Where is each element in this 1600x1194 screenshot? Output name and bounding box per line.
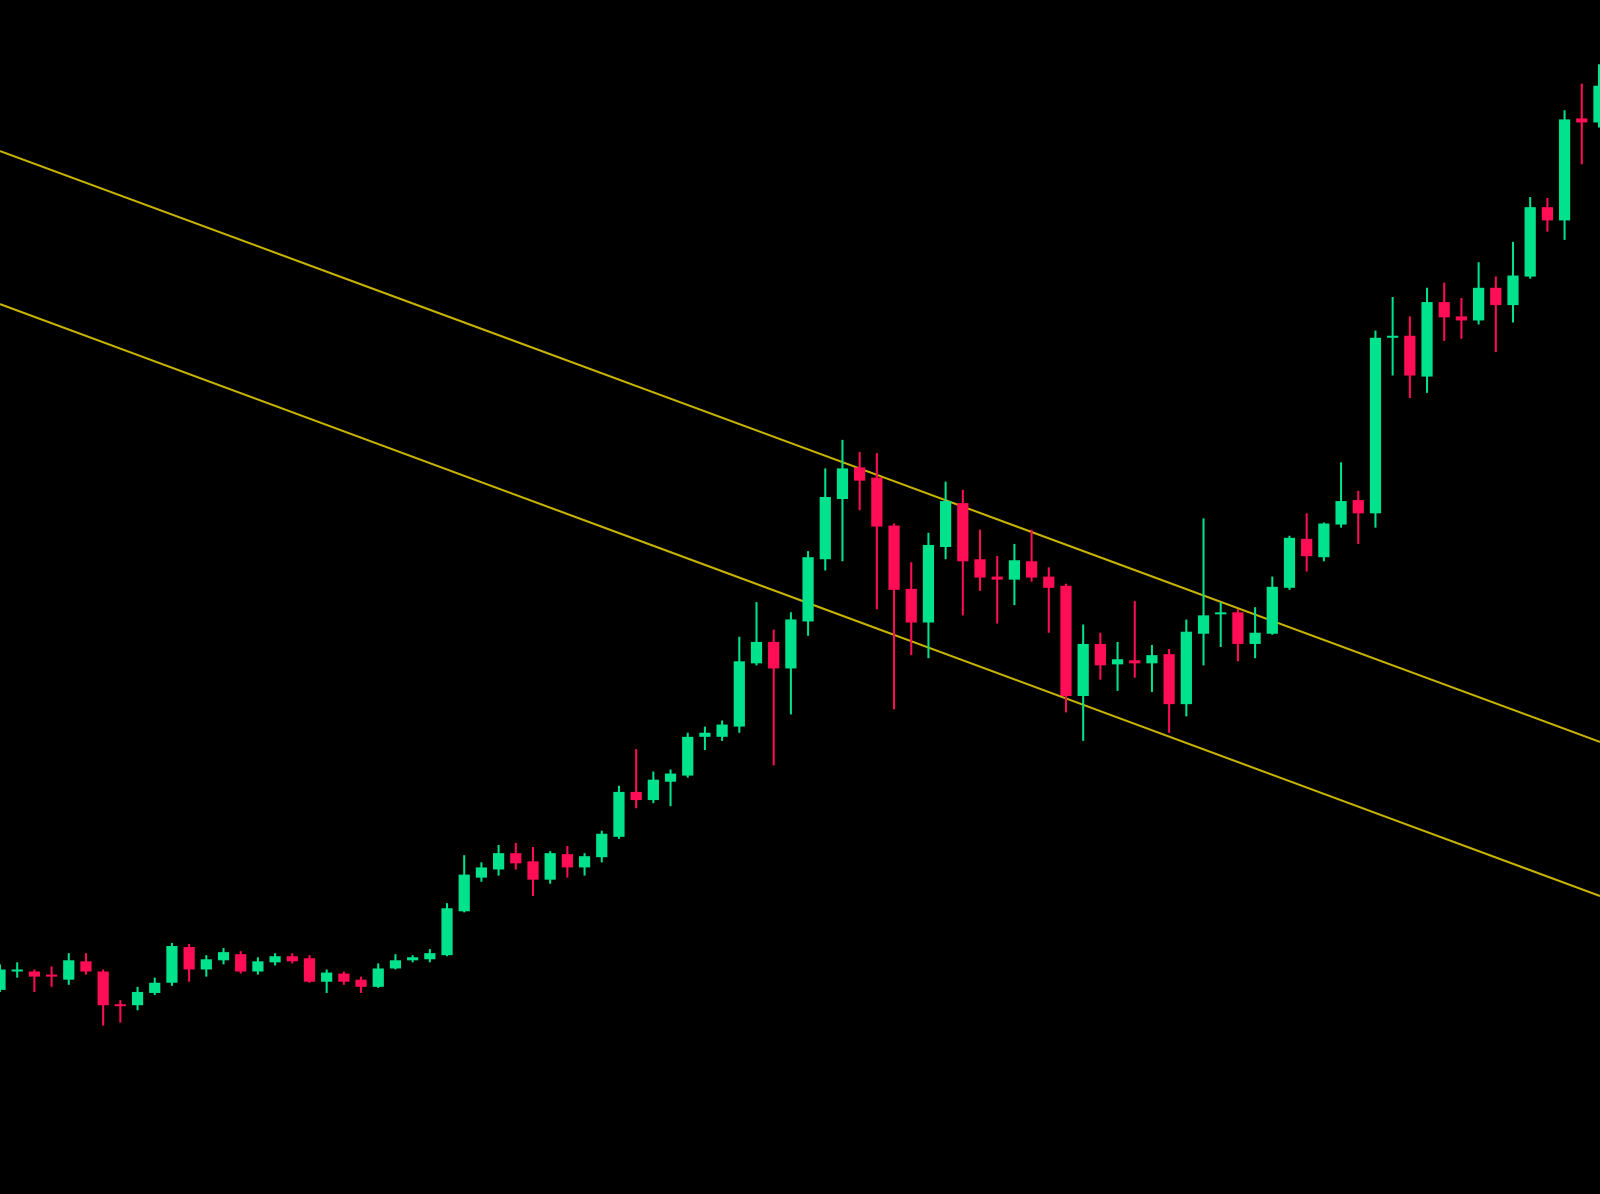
candle-body (768, 641, 780, 669)
candle-body (871, 477, 883, 527)
candle-body (252, 961, 264, 972)
candle-body (1490, 287, 1502, 306)
candle-body (1558, 119, 1571, 221)
candle-body (1369, 337, 1382, 514)
candle-body (1077, 643, 1089, 696)
candle-body (1421, 302, 1433, 377)
candle-body (1215, 612, 1227, 615)
candle-body (561, 854, 573, 868)
candle-body (630, 791, 642, 801)
candle-body (80, 961, 92, 972)
candle-body (922, 544, 935, 623)
candle-body (991, 576, 1003, 580)
candle-body (114, 1004, 126, 1007)
candle-body (905, 588, 917, 623)
candle-body (596, 833, 608, 858)
candle-body (1249, 632, 1261, 644)
candle-body (1111, 659, 1124, 665)
candle-body (699, 732, 711, 737)
candle-body (131, 991, 144, 1006)
candle-body (492, 853, 505, 870)
candle-body (664, 773, 677, 782)
candle-body (338, 973, 350, 982)
candle-body (578, 856, 591, 868)
candle-body (544, 853, 556, 880)
candle-body (1266, 586, 1278, 634)
candle-body (1576, 118, 1588, 123)
trend-line (0, 303, 1600, 897)
candle-body (682, 736, 694, 776)
candle-body (716, 724, 728, 737)
candle-body (854, 467, 866, 481)
candle-body (1473, 287, 1485, 321)
candle-body (0, 969, 6, 990)
candle-body (355, 979, 367, 987)
candle-body (1146, 655, 1158, 664)
candle-body (1060, 585, 1072, 696)
candle-body (940, 501, 952, 547)
candle-body (785, 619, 797, 669)
candle-body (200, 959, 212, 970)
candle-body (1008, 560, 1021, 580)
candle-body (424, 953, 436, 960)
candle-body (1507, 275, 1519, 306)
candle-body (183, 947, 195, 970)
candle-body (1232, 612, 1244, 644)
candle-body (149, 982, 161, 993)
trend-line (0, 150, 1600, 743)
candle-body (441, 908, 453, 956)
candle-body (888, 525, 900, 590)
candle-body (1283, 537, 1296, 588)
candle-body (733, 661, 745, 727)
candle-body (750, 641, 763, 664)
candle-body (407, 957, 419, 961)
candle-body (97, 971, 109, 1006)
candle-body (1094, 643, 1106, 666)
candle-body (1318, 523, 1330, 558)
candle-body (11, 969, 23, 972)
candle-body (1352, 500, 1364, 514)
candle-body (217, 952, 230, 961)
candle-body (303, 958, 316, 982)
candle-body (836, 468, 849, 500)
candle-body (1301, 538, 1313, 557)
candle-body (510, 853, 522, 864)
candle-body (1455, 316, 1468, 321)
candle-body (1404, 335, 1416, 376)
candle-body (1180, 631, 1192, 705)
candle-body (321, 972, 333, 982)
candle-body (1335, 501, 1347, 525)
candle-body (974, 559, 986, 578)
candle-body (802, 557, 814, 622)
candle-body (1541, 207, 1554, 221)
candle-body (235, 954, 247, 972)
candle-body (957, 503, 969, 562)
candle-body (286, 956, 298, 962)
candle-body (1387, 335, 1399, 338)
candle-body (1129, 660, 1141, 664)
candle-body (1163, 654, 1175, 705)
candle-body (527, 861, 539, 880)
candle-body (1025, 561, 1038, 578)
candle-body (819, 496, 831, 560)
candle-body (1593, 85, 1600, 123)
candle-body (28, 971, 40, 977)
candle-body (613, 791, 625, 837)
candle-body (269, 956, 281, 963)
candle-body (389, 960, 402, 969)
candle-body (475, 867, 488, 878)
candle-body (372, 968, 384, 987)
candle-body (1438, 302, 1450, 318)
candle-body (1524, 207, 1536, 277)
candle-body (458, 874, 470, 912)
candle-body (63, 960, 75, 980)
candle-body (1197, 615, 1210, 634)
candle-body (1043, 576, 1055, 588)
candle-body (647, 779, 659, 801)
candle-body (166, 946, 178, 983)
candle-body (45, 974, 58, 977)
